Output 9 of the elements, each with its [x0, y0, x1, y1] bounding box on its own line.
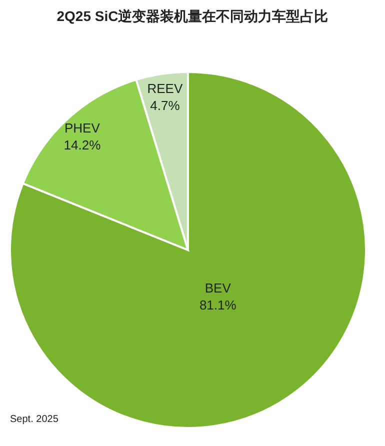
slice-label: REEV: [147, 81, 183, 96]
text: Sept. 2025: [10, 414, 58, 425]
data-label: 81.1%: [199, 297, 237, 312]
data-label: 14.2%: [64, 137, 102, 152]
pie-slice: [9, 71, 367, 429]
slice-label: PHEV: [64, 120, 100, 136]
data-label: 4.7%: [150, 98, 180, 114]
slice-label: BEV: [204, 280, 232, 296]
chart-title: 2Q25 SiC逆变器装机量在不同动力车型占比: [56, 8, 330, 26]
